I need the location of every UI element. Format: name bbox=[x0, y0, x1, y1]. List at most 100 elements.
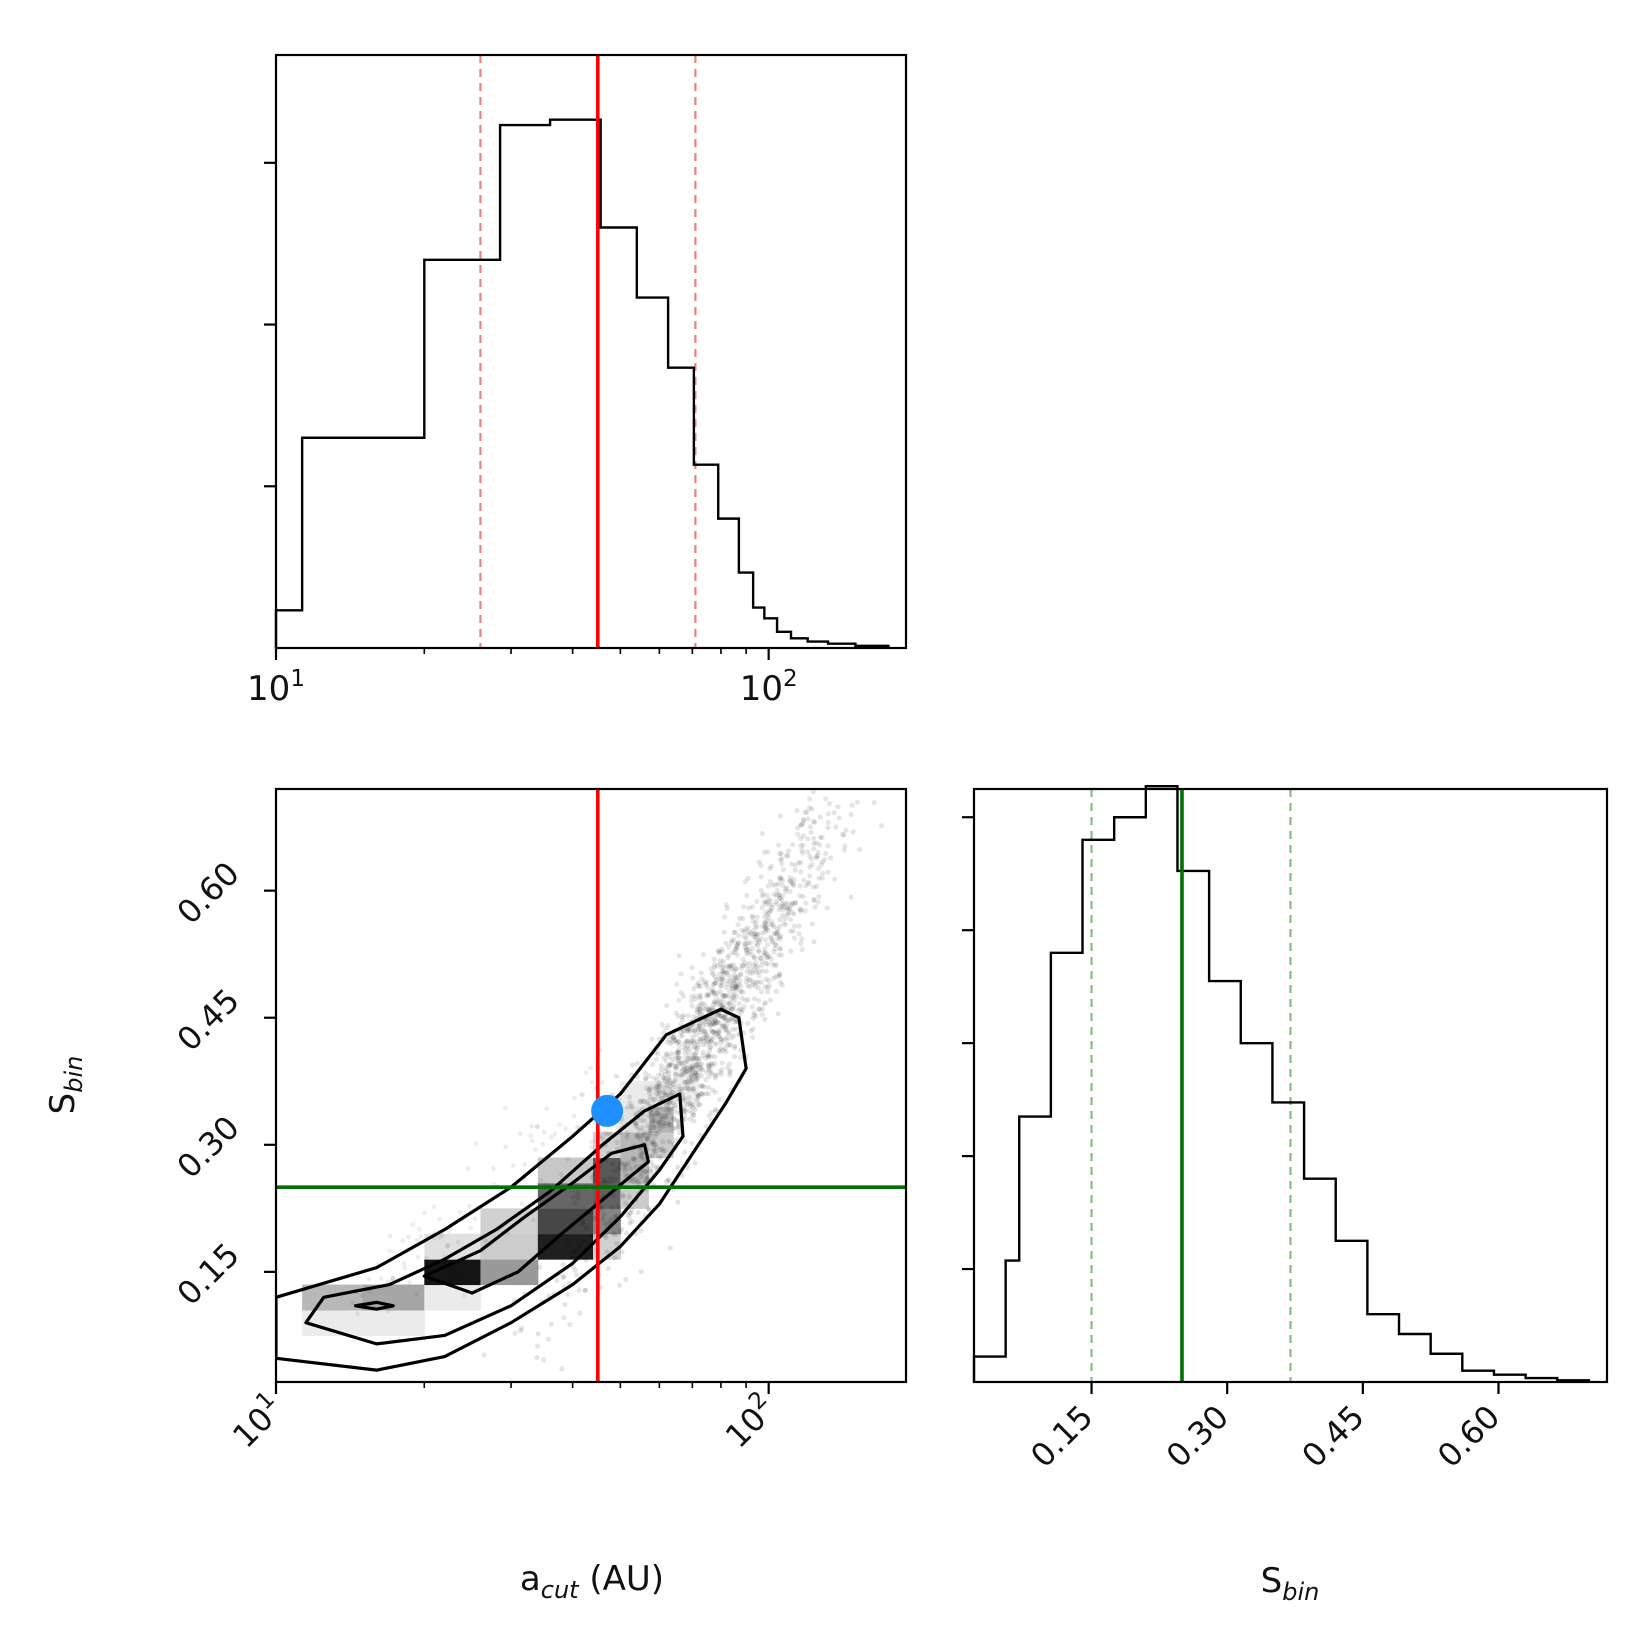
scatter-point bbox=[657, 1125, 663, 1131]
scatter-point bbox=[740, 904, 747, 910]
scatter-point bbox=[700, 1066, 706, 1072]
scatter-point bbox=[549, 1134, 554, 1140]
scatter-point bbox=[681, 1109, 687, 1115]
scatter-point bbox=[712, 1017, 718, 1023]
scatter-point bbox=[694, 1072, 700, 1079]
scatter-point bbox=[708, 1069, 714, 1076]
scatter-point bbox=[366, 1276, 372, 1282]
scatter-point bbox=[767, 866, 773, 872]
scatter-point bbox=[647, 1094, 653, 1100]
scatter-point bbox=[744, 892, 750, 899]
scatter-point bbox=[728, 963, 734, 969]
scatter-point bbox=[806, 881, 812, 887]
scatter-point bbox=[716, 976, 723, 982]
scatter-point bbox=[725, 1029, 731, 1036]
scatter-point bbox=[646, 1073, 653, 1079]
scatter-point bbox=[715, 1029, 722, 1035]
scatter-point bbox=[685, 1099, 692, 1106]
scatter-point bbox=[650, 1117, 656, 1123]
scatter-point bbox=[776, 895, 783, 901]
acut-histogram-x-ticks: 101 102 bbox=[247, 648, 798, 709]
scatter-point bbox=[776, 892, 782, 898]
x-tick-label: 101 bbox=[247, 666, 305, 709]
scatter-point bbox=[599, 1205, 605, 1211]
scatter-point bbox=[690, 1102, 696, 1108]
scatter-point bbox=[695, 1045, 701, 1051]
scatter-point bbox=[717, 1069, 723, 1075]
scatter-point bbox=[641, 1098, 647, 1104]
scatter-point bbox=[664, 1079, 671, 1085]
scatter-point bbox=[672, 1076, 679, 1083]
scatter-point bbox=[759, 968, 765, 974]
scatter-point bbox=[643, 1070, 649, 1076]
scatter-point bbox=[780, 907, 786, 913]
scatter-point bbox=[712, 999, 718, 1005]
scatter-point bbox=[685, 1053, 691, 1059]
scatter-point bbox=[822, 856, 828, 863]
scatter-point bbox=[688, 1066, 694, 1072]
scatter-point bbox=[689, 1085, 696, 1092]
scatter-point bbox=[437, 1234, 443, 1240]
scatter-point bbox=[431, 1204, 437, 1210]
scatter-point bbox=[749, 1004, 755, 1010]
scatter-point bbox=[742, 997, 749, 1003]
scatter-point bbox=[798, 843, 804, 849]
scatter-point bbox=[751, 955, 758, 961]
scatter-point bbox=[623, 1200, 629, 1206]
scatter-point bbox=[726, 1031, 732, 1037]
scatter-point bbox=[684, 1026, 690, 1032]
scatter-point bbox=[758, 887, 764, 894]
scatter-point bbox=[779, 952, 785, 958]
scatter-point bbox=[670, 1141, 677, 1147]
scatter-point bbox=[692, 1072, 698, 1079]
scatter-point bbox=[628, 1210, 634, 1216]
scatter-point bbox=[664, 1002, 670, 1009]
scatter-point bbox=[755, 937, 762, 943]
scatter-point bbox=[681, 1079, 688, 1085]
scatter-point bbox=[674, 1071, 680, 1078]
scatter-point bbox=[632, 1120, 638, 1127]
scatter-point bbox=[601, 1211, 607, 1217]
scatter-point bbox=[588, 1065, 594, 1071]
scatter-point bbox=[825, 843, 831, 849]
sbin-histogram-y-ticks bbox=[962, 816, 974, 1271]
scatter-point bbox=[690, 1065, 696, 1072]
scatter-point bbox=[761, 900, 767, 906]
scatter-point bbox=[789, 909, 795, 916]
point-cloud bbox=[349, 789, 885, 1372]
scatter-point bbox=[730, 992, 736, 999]
scatter-point bbox=[778, 933, 784, 939]
scatter-point bbox=[798, 860, 804, 866]
scatter-point bbox=[676, 1047, 682, 1053]
scatter-point bbox=[718, 1040, 724, 1046]
scatter-point bbox=[784, 905, 791, 911]
scatter-point bbox=[558, 1172, 564, 1178]
scatter-point bbox=[751, 1012, 757, 1018]
scatter-point bbox=[804, 809, 810, 815]
scatter-point bbox=[762, 950, 768, 956]
scatter-point bbox=[678, 1072, 684, 1078]
scatter-point bbox=[763, 901, 770, 907]
scatter-point bbox=[791, 923, 798, 929]
scatter-point bbox=[759, 989, 765, 995]
scatter-point bbox=[779, 903, 785, 909]
scatter-point bbox=[738, 989, 744, 995]
scatter-point bbox=[670, 1125, 677, 1131]
scatter-point bbox=[644, 1176, 650, 1183]
scatter-point bbox=[717, 1049, 723, 1055]
scatter-point bbox=[667, 1062, 673, 1068]
scatter-point bbox=[777, 946, 783, 952]
scatter-point bbox=[740, 956, 746, 962]
scatter-point bbox=[414, 1237, 420, 1243]
scatter-point bbox=[670, 1115, 676, 1121]
scatter-point bbox=[745, 875, 751, 882]
scatter-point bbox=[774, 931, 780, 937]
scatter-point bbox=[745, 1020, 751, 1026]
scatter-point bbox=[645, 1174, 652, 1180]
acut-histogram-y-ticks bbox=[264, 161, 276, 488]
scatter-point bbox=[662, 1113, 669, 1119]
scatter-point bbox=[667, 1036, 673, 1043]
scatter-point bbox=[712, 979, 718, 986]
scatter-point bbox=[699, 976, 705, 982]
scatter-point bbox=[646, 1086, 653, 1093]
